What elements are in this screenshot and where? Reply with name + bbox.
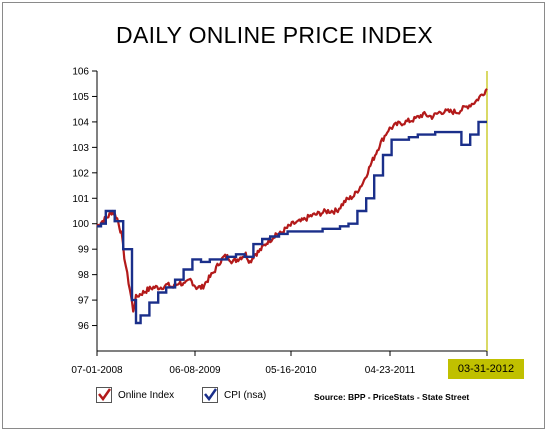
legend-label-online-index: Online Index [118,389,175,401]
y-tick-label: 105 [72,92,89,103]
y-tick-label: 98 [78,270,90,281]
y-tick-label: 104 [72,117,89,128]
legend-swatch-cpi [202,387,218,403]
y-tick-label: 106 [72,67,89,78]
chart-title: DAILY ONLINE PRICE INDEX [116,22,433,48]
y-tick-label: 103 [72,143,89,154]
legend-item-cpi: CPI (nsa) [202,387,266,403]
y-tick-label: 99 [78,245,90,256]
legend-label-cpi: CPI (nsa) [224,389,267,401]
x-tick-label: 06-08-2009 [169,365,221,376]
x-tick-label: 04-23-2011 [365,365,416,376]
x-end-date-label: 03-31-2012 [448,359,524,379]
y-tick-label: 100 [72,219,89,230]
legend-item-online-index: Online Index [96,387,174,403]
x-tick-label: 05-16-2010 [265,365,317,376]
source-note: Source: BPP - PriceStats - State Street [314,392,470,402]
x-tick-label: 07-01-2008 [71,365,123,376]
series-line-online-index [96,88,488,313]
y-tick-label: 97 [78,296,90,307]
chart-frame [2,2,545,429]
y-tick-label: 96 [78,321,90,332]
series-line-cpi [97,120,487,325]
y-tick-label: 102 [72,168,89,179]
legend-swatch-online-index [96,387,112,403]
y-tick-label: 101 [72,194,89,205]
